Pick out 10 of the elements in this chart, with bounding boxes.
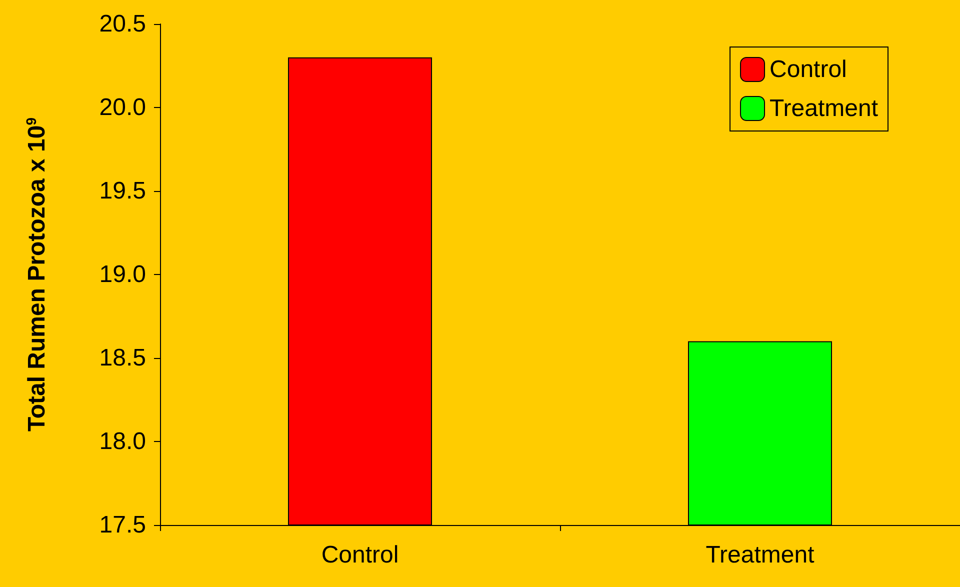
- y-tick-label: 19.0: [99, 261, 146, 288]
- legend-label: Control: [770, 56, 847, 83]
- y-tick-label: 20.5: [99, 10, 146, 38]
- y-axis-title: Total Rumen Protozoa x 109: [23, 117, 50, 432]
- y-tick-label: 20.0: [99, 94, 146, 121]
- y-tick-label: 18.5: [99, 344, 146, 372]
- legend-label: Treatment: [770, 95, 878, 122]
- y-tick-label: 18.0: [99, 428, 146, 455]
- y-tick-label: 17.5: [99, 512, 146, 538]
- y-tick-label: 19.5: [99, 178, 146, 204]
